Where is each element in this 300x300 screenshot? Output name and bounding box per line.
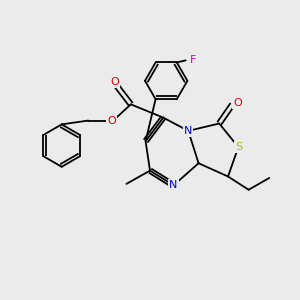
Text: F: F [190, 55, 196, 64]
Text: S: S [235, 142, 242, 152]
Text: N: N [169, 180, 178, 190]
Text: O: O [107, 116, 116, 126]
Text: O: O [110, 77, 119, 87]
Text: N: N [184, 126, 193, 136]
Text: O: O [233, 98, 242, 108]
